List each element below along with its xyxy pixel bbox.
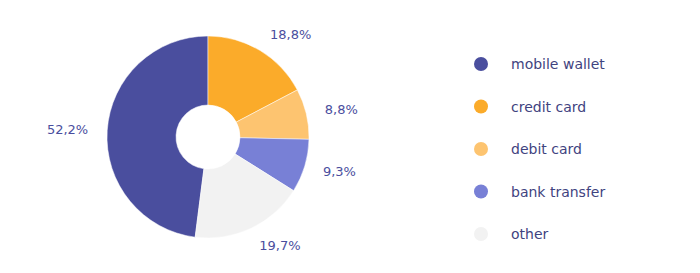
chart: 52,2% 18,8% 8,8% 9,3% 19,7% mobile wallet cred… <box>0 0 700 273</box>
slice <box>195 154 293 238</box>
legend-label: bank transfer <box>511 184 605 200</box>
slice <box>107 36 208 237</box>
data-label: 19,7% <box>259 238 300 253</box>
legend-swatch <box>474 227 488 241</box>
slice <box>236 90 309 139</box>
legend-label: credit card <box>511 99 586 115</box>
legend-label: mobile wallet <box>511 56 605 72</box>
slices <box>107 36 309 238</box>
legend-swatch <box>474 142 488 156</box>
legend: mobile wallet credit card debit card bank t… <box>474 56 605 242</box>
legend-swatch <box>474 185 488 199</box>
data-labels: 52,2% 18,8% 8,8% 9,3% 19,7% <box>47 27 358 253</box>
legend-swatch <box>474 57 488 71</box>
data-label: 8,8% <box>325 102 358 117</box>
data-label: 52,2% <box>47 122 88 137</box>
data-label: 9,3% <box>323 164 356 179</box>
legend-label: other <box>511 226 549 242</box>
data-label: 18,8% <box>270 27 311 42</box>
legend-swatch <box>474 100 488 114</box>
legend-label: debit card <box>511 141 582 157</box>
